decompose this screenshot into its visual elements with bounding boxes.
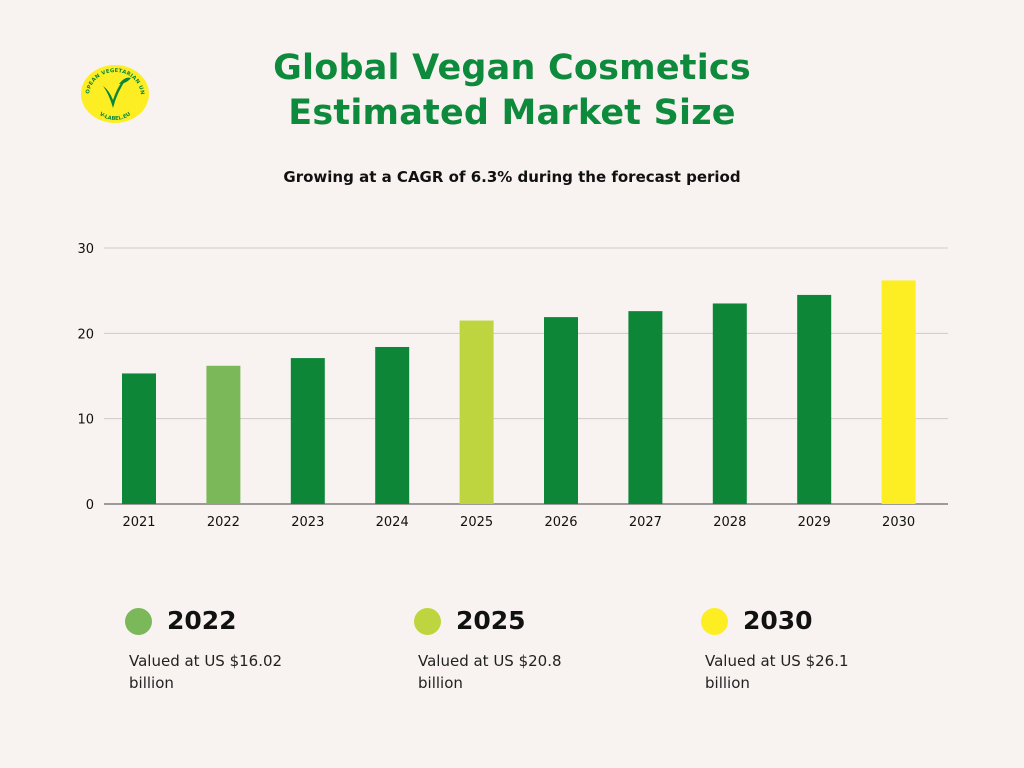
bar-2021 xyxy=(122,373,156,504)
x-tick-label-2028: 2028 xyxy=(713,515,746,530)
bar-2028 xyxy=(712,303,747,504)
legend-description: Valued at US $16.02 billion xyxy=(129,652,283,692)
x-tick-label-2026: 2026 xyxy=(544,515,577,530)
x-tick-label-2021: 2021 xyxy=(122,515,155,530)
bar-2025 xyxy=(459,320,494,504)
legend-description: Valued at US $26.1 billion xyxy=(705,652,849,692)
svg-text:V-LABEL.EU: V-LABEL.EU xyxy=(98,111,132,122)
y-tick-label: 10 xyxy=(77,413,94,428)
v-label-logo-icon: EUROPEAN VEGETARIAN UNION V-LABEL.EU xyxy=(79,64,149,123)
legend-dot-2022 xyxy=(125,608,152,635)
x-tick-label-2029: 2029 xyxy=(798,515,831,530)
legend-year: 2030 xyxy=(743,606,813,635)
x-tick-label-2025: 2025 xyxy=(460,515,493,530)
legend-year: 2025 xyxy=(456,606,526,635)
bar-2029 xyxy=(797,294,832,504)
legend-dot-2025 xyxy=(414,608,441,635)
legend-description: Valued at US $20.8 billion xyxy=(418,652,562,692)
x-tick-label-2027: 2027 xyxy=(629,515,662,530)
title-line-1: Global Vegan Cosmetics xyxy=(273,48,751,88)
bar-2030 xyxy=(881,280,916,504)
bar-2024 xyxy=(375,346,410,504)
title-line-2: Estimated Market Size xyxy=(288,93,736,133)
bar-2026 xyxy=(544,317,578,504)
bar-2023 xyxy=(290,358,325,504)
y-tick-label: 30 xyxy=(77,242,94,257)
x-tick-label-2030: 2030 xyxy=(882,515,915,530)
bar-2022 xyxy=(206,365,241,504)
x-tick-label-2024: 2024 xyxy=(376,515,409,530)
bar-2027 xyxy=(628,311,663,504)
chart-bars xyxy=(122,280,916,504)
logo-url-text: V-LABEL.EU xyxy=(98,111,132,122)
x-tick-label-2022: 2022 xyxy=(207,515,240,530)
legend-year: 2022 xyxy=(167,606,237,635)
x-axis-ticks: 2021 2022 2023 2024 2025 2026 2027 2028 2029 2030 xyxy=(122,515,915,530)
legend-dot-2030 xyxy=(701,608,728,635)
x-tick-label-2023: 2023 xyxy=(291,515,324,530)
page-title: Global Vegan Cosmetics Estimated Market … xyxy=(0,46,1024,136)
y-tick-label: 20 xyxy=(77,327,94,342)
y-axis-ticks: 0 10 20 30 xyxy=(77,242,94,513)
y-tick-label: 0 xyxy=(86,498,94,513)
subtitle: Growing at a CAGR of 6.3% during the for… xyxy=(283,168,741,186)
